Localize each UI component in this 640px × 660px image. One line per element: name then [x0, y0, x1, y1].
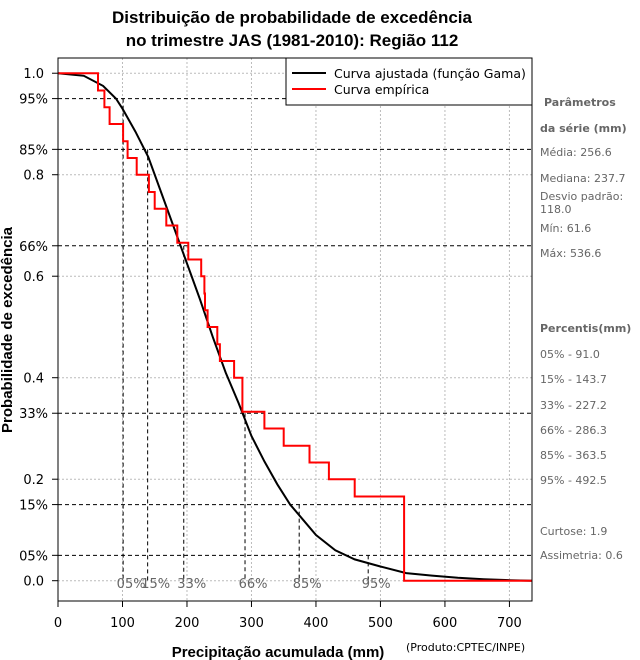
y-pct-label: 05%: [19, 549, 48, 564]
y-pct-label: 66%: [19, 240, 48, 255]
percentile-guides: [58, 98, 532, 581]
y-pct-label: 95%: [19, 93, 48, 108]
x-tick-label: 100: [110, 616, 135, 631]
stat-max: Máx: 536.6: [540, 247, 602, 260]
chart-title-line2: no trimestre JAS (1981-2010): Região 112: [126, 31, 459, 50]
y-tick-label: 0.2: [23, 473, 44, 488]
y-tick-label: 0.4: [23, 372, 44, 387]
grid: [57, 58, 532, 601]
stat-curtose: Curtose: 1.9: [540, 525, 608, 538]
y-axis-label: Probabilidade de excedência: [0, 226, 16, 433]
percentile-marker-label: 95%: [362, 577, 391, 592]
x-axis-label: Precipitação acumulada (mm): [172, 644, 385, 660]
plot-frame: [57, 57, 533, 602]
y-tick-label: 0.0: [23, 575, 44, 590]
percentile-marker-label: 15%: [141, 577, 170, 592]
legend: Curva ajustada (função Gama) Curva empír…: [285, 57, 533, 106]
x-tick-label: 400: [304, 616, 329, 631]
x-tick-label: 700: [497, 616, 522, 631]
percentil-33: 33% - 227.2: [540, 399, 607, 412]
legend-fitted-label: Curva ajustada (função Gama): [334, 66, 526, 81]
fitted-curve: [57, 72, 533, 582]
params-title-line1: Parâmetros: [544, 96, 616, 109]
percentil-85: 85% - 363.5: [540, 449, 607, 462]
y-pct-label: 85%: [19, 143, 48, 158]
stat-assimetria: Assimetria: 0.6: [540, 549, 623, 562]
stat-media: Média: 256.6: [540, 146, 612, 159]
y-tick-label: 0.8: [23, 169, 44, 184]
chart-title-line1: Distribuição de probabilidade de excedên…: [112, 8, 472, 27]
y-tick-label: 1.0: [23, 67, 44, 82]
legend-box: [285, 57, 533, 106]
percentil-95: 95% - 492.5: [540, 474, 607, 487]
x-tick-label: 300: [239, 616, 264, 631]
x-axis: 0 100 200 300 400 500 600 700: [54, 601, 522, 631]
percentile-marker-label: 85%: [293, 577, 322, 592]
x-tick-label: 600: [433, 616, 458, 631]
percentile-marker-label: 05%: [117, 577, 146, 592]
y-axis: 0.0 0.2 0.4 0.6 0.8 1.0 05% 15% 33% 66% 85% 95%: [19, 67, 58, 590]
percentil-05: 05% - 91.0: [540, 348, 600, 361]
percentil-15: 15% - 143.7: [540, 373, 607, 386]
y-pct-label: 33%: [19, 407, 48, 422]
stat-desvio: Desvio padrão: 118.0: [540, 190, 624, 216]
series-lines: [57, 72, 533, 582]
percentile-marker-label: 66%: [239, 577, 268, 592]
params-title-line2: da série (mm): [540, 122, 627, 135]
x-tick-label: 200: [175, 616, 200, 631]
legend-empirical-label: Curva empírica: [334, 82, 429, 97]
percentis-title: Percentis(mm): [540, 322, 632, 335]
empirical-curve: [58, 72, 532, 582]
x-tick-label: 500: [368, 616, 393, 631]
percentil-66: 66% - 286.3: [540, 424, 607, 437]
y-tick-label: 0.6: [23, 270, 44, 285]
percentile-marker-label: 33%: [177, 577, 206, 592]
stat-mediana: Mediana: 237.7: [540, 172, 626, 185]
y-pct-label: 15%: [19, 499, 48, 514]
percentile-marker-labels: 05%15% 33% 66% 85% 95%: [117, 577, 391, 592]
x-tick-label: 0: [54, 616, 62, 631]
stat-min: Mín: 61.6: [540, 222, 592, 235]
credit: (Produto:CPTEC/INPE): [406, 641, 525, 654]
